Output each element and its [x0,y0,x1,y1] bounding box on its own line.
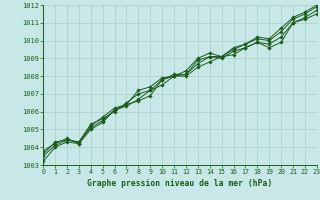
X-axis label: Graphe pression niveau de la mer (hPa): Graphe pression niveau de la mer (hPa) [87,179,273,188]
